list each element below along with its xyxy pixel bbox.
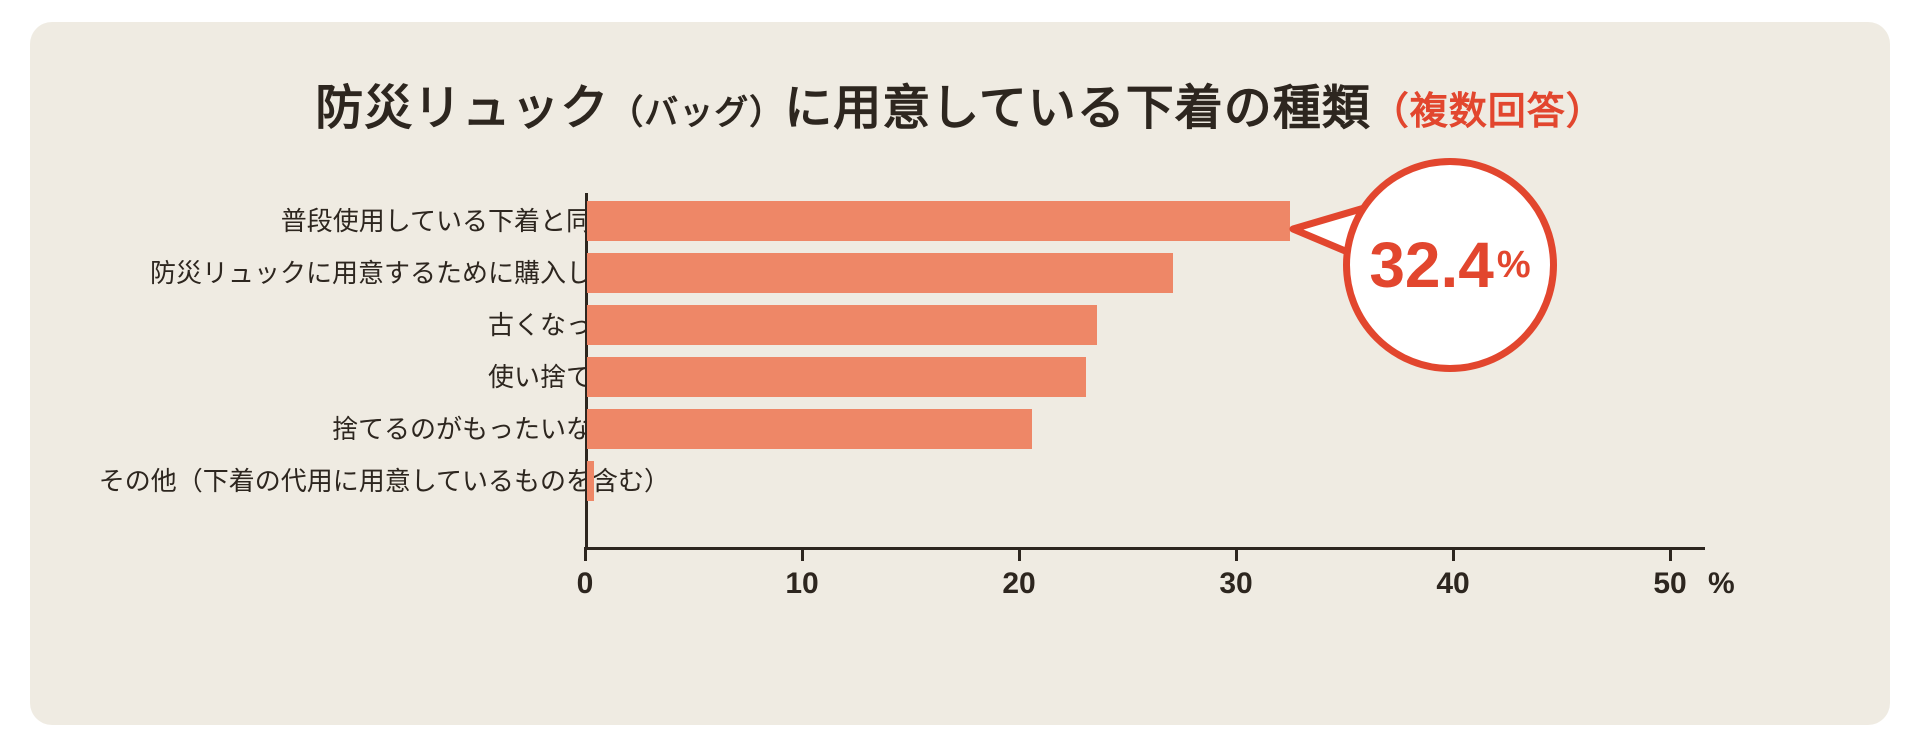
category-label: 捨てるのがもったいないもの	[70, 403, 670, 455]
title-part: （複数回答）	[1371, 91, 1605, 133]
x-tick	[1452, 547, 1455, 561]
category-label: 防災リュックに用意するために購入した下着	[70, 247, 670, 299]
category-label: 普段使用している下着と同じもの	[70, 195, 670, 247]
x-tick-label: 20	[979, 567, 1059, 601]
callout-bubble: 32.4%	[1343, 158, 1557, 372]
x-axis	[585, 547, 1705, 550]
x-tick	[801, 547, 804, 561]
category-label: 古くなった下着	[70, 299, 670, 351]
x-tick	[1669, 547, 1672, 561]
bar	[587, 253, 1173, 293]
category-label: 使い捨ての下着	[70, 351, 670, 403]
category-label: その他（下着の代用に用意しているものを含む）	[70, 455, 670, 507]
callout-value: 32.4	[1369, 228, 1494, 302]
chart-row: 捨てるのがもったいないもの	[115, 403, 1765, 455]
x-tick-label: 40	[1413, 567, 1493, 601]
x-tick-label: 50	[1630, 567, 1710, 601]
title-part: （バッグ）	[609, 94, 784, 132]
bar	[587, 409, 1032, 449]
bar	[587, 201, 1290, 241]
x-tick-label: 0	[545, 567, 625, 601]
chart-row: その他（下着の代用に用意しているものを含む）	[115, 455, 1765, 507]
x-axis-unit: %	[1708, 567, 1735, 601]
title-part: に用意している下着の種類	[784, 82, 1371, 135]
x-tick	[1018, 547, 1021, 561]
title-part: 防災リュック	[315, 82, 609, 135]
x-tick-label: 30	[1196, 567, 1276, 601]
bar	[587, 305, 1097, 345]
bar	[587, 461, 594, 501]
bar-chart: 普段使用している下着と同じもの防災リュックに用意するために購入した下着古くなった…	[115, 195, 1765, 625]
x-tick-label: 10	[762, 567, 842, 601]
x-tick	[584, 547, 587, 561]
chart-title: 防災リュック（バッグ）に用意している下着の種類（複数回答）	[0, 68, 1920, 138]
bar	[587, 357, 1086, 397]
x-tick	[1235, 547, 1238, 561]
callout-unit: %	[1497, 244, 1531, 287]
